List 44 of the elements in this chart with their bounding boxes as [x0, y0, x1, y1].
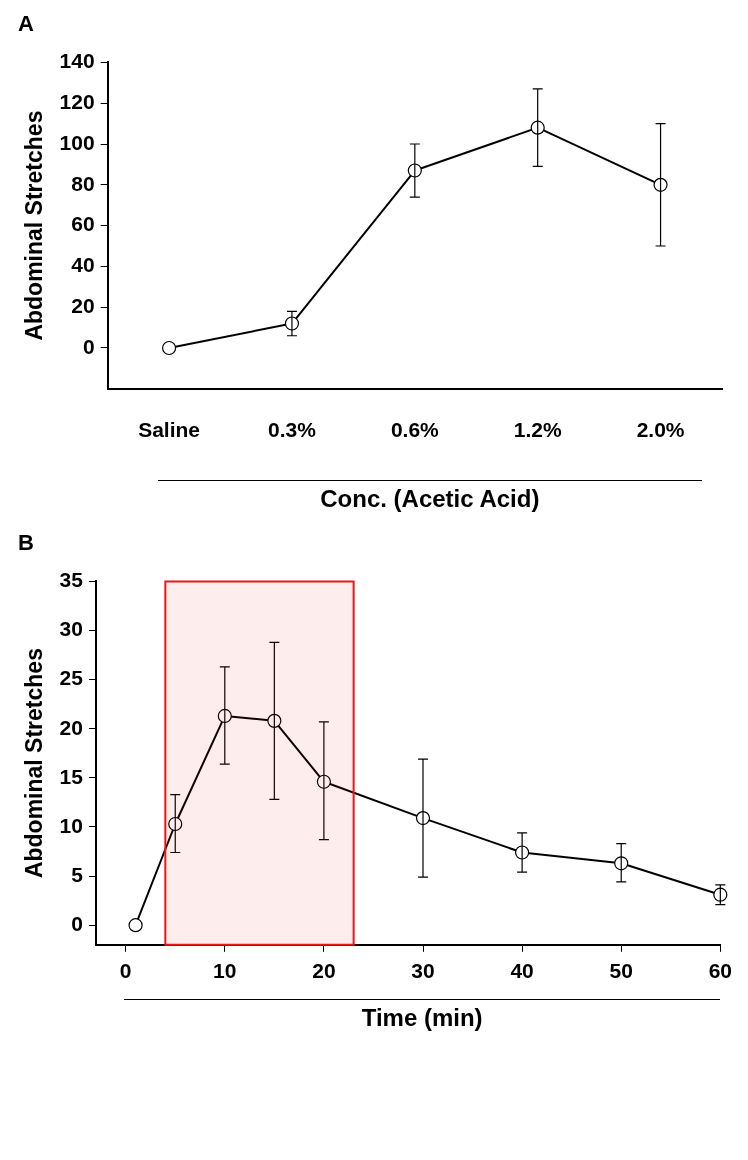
y-tick-label: 30 [59, 617, 83, 641]
x-tick-label: 20 [312, 959, 336, 983]
point [713, 887, 728, 902]
y-tick-label: 0 [71, 911, 83, 935]
point [530, 120, 545, 135]
point [407, 163, 422, 178]
y-tick-label: 35 [59, 568, 84, 592]
x-axis-title: Time (min) [360, 1003, 484, 1032]
y-tick-label: 140 [59, 49, 95, 73]
x-tick-label: 0 [119, 959, 132, 983]
point [161, 340, 177, 356]
chart-title: B [18, 530, 34, 556]
x-tick-label: 50 [609, 959, 633, 983]
y-tick-label: 40 [71, 253, 95, 277]
x-tick-label: 0.6% [390, 418, 440, 442]
x-tick-label: 40 [510, 959, 534, 983]
x-tick-label: 60 [708, 959, 732, 983]
y-axis-title: Abdominal Stretches [21, 648, 48, 879]
y-tick-label: 60 [71, 212, 95, 236]
y-tick-label: 15 [59, 764, 84, 788]
y-tick-label: 25 [59, 666, 84, 690]
y-tick-label: 10 [59, 813, 83, 837]
y-tick-label: 80 [71, 171, 95, 195]
x-tick-label: 0.3% [268, 418, 317, 442]
point [168, 816, 183, 832]
x-axis-title: Conc. (Acetic Acid) [319, 484, 541, 513]
y-tick-label: 5 [71, 862, 84, 886]
x-tick-label: 2.0% [636, 418, 685, 442]
y-tick-label: 100 [59, 130, 95, 154]
x-tick-label: 1.2% [513, 418, 562, 442]
y-tick-label: 120 [59, 90, 95, 113]
point [128, 918, 143, 933]
y-tick-label: 0 [82, 334, 95, 358]
x-tick-label: 10 [213, 959, 237, 983]
x-tick-label: 30 [411, 959, 435, 983]
point [217, 708, 232, 724]
y-tick-label: 20 [59, 715, 83, 739]
y-axis-title: Abdominal Stretches [21, 110, 48, 341]
point [614, 856, 629, 871]
x-tick-label: Saline [138, 418, 201, 442]
point [267, 713, 282, 728]
point [653, 177, 668, 192]
y-tick-label: 20 [71, 294, 95, 317]
chart-title: A [18, 11, 34, 37]
